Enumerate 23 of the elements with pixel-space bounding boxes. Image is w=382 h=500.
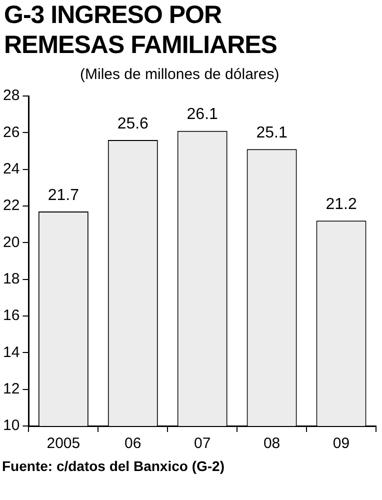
chart-title: G-3 INGRESO POR REMESAS FAMILIARES <box>4 0 278 60</box>
x-tick-label: 07 <box>194 435 211 452</box>
data-label: 21.7 <box>48 186 80 204</box>
y-tick-label: 26 <box>2 124 20 141</box>
x-tick-label: 2005 <box>46 435 80 452</box>
data-label: 26.1 <box>186 106 218 124</box>
y-tick-label: 12 <box>2 380 20 398</box>
y-tick-label: 28 <box>2 87 20 104</box>
y-tick-label: 14 <box>2 344 20 361</box>
x-tick-label: 06 <box>124 435 142 452</box>
chart-subtitle: (Miles de millones de dólares) <box>80 66 280 83</box>
y-tick-label: 10 <box>2 417 20 434</box>
data-label: 21.2 <box>326 196 357 214</box>
y-tick-label: 18 <box>2 270 20 288</box>
data-label: 25.1 <box>256 124 288 142</box>
source-note: Fuente: c/datos del Banxico (G-2) <box>2 458 224 474</box>
x-tick-label: 08 <box>263 435 280 452</box>
y-tick-label: 24 <box>2 160 20 178</box>
y-tick-label: 20 <box>2 234 20 251</box>
y-tick-label: 22 <box>2 197 20 214</box>
x-tick-label: 09 <box>332 435 350 452</box>
y-tick-label: 16 <box>2 307 20 324</box>
data-label: 25.6 <box>117 115 149 132</box>
